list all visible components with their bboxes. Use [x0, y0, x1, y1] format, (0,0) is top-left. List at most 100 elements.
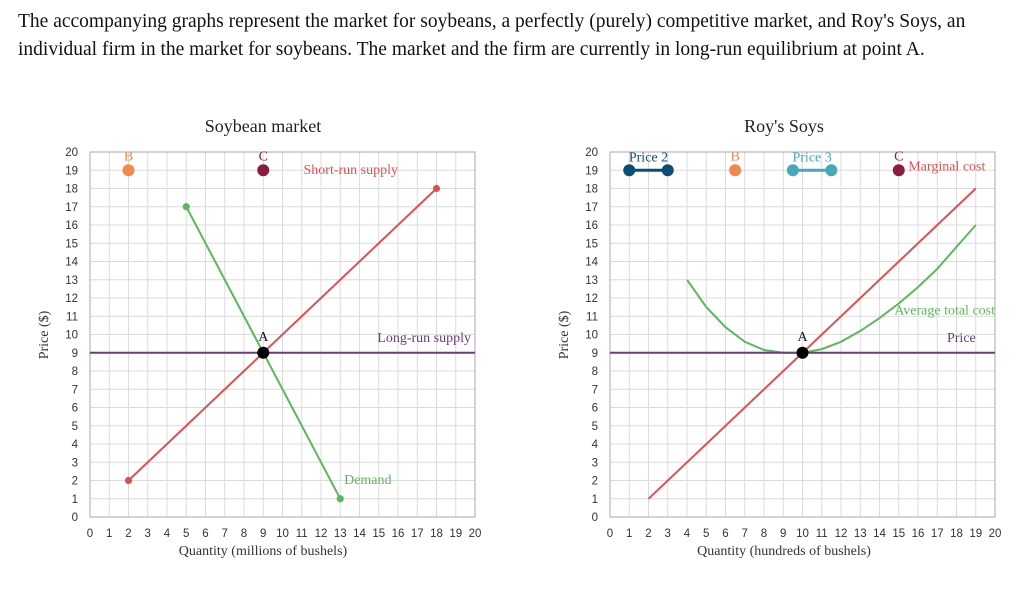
- x-tick-label: 19: [969, 528, 982, 540]
- plot-frame: [89, 151, 476, 518]
- y-tick-label: 15: [585, 238, 598, 250]
- segment-endpoint: [661, 164, 674, 177]
- y-tick-label: 9: [72, 348, 78, 360]
- x-tick-label: 6: [202, 528, 208, 540]
- y-tick-label: 14: [585, 257, 598, 269]
- y-tick-label: 17: [585, 202, 598, 214]
- point-label: C: [259, 149, 268, 164]
- y-tick-label: 7: [592, 384, 598, 396]
- x-tick-label: 1: [106, 528, 112, 540]
- x-tick-label: 0: [87, 528, 93, 540]
- point-label: B: [124, 149, 133, 164]
- x-tick-label: 14: [873, 528, 886, 540]
- y-tick-label: 20: [585, 147, 598, 159]
- y-tick-label: 3: [592, 457, 598, 469]
- y-tick-label: 8: [72, 366, 78, 378]
- y-tick-label: 13: [65, 275, 78, 287]
- y-tick-label: 4: [592, 439, 599, 451]
- x-tick-label: 7: [222, 528, 228, 540]
- y-tick-label: 2: [72, 476, 78, 488]
- x-tick-label: 4: [164, 528, 171, 540]
- x-tick-label: 10: [796, 528, 809, 540]
- series-label: Short-run supply: [304, 163, 399, 178]
- x-tick-label: 11: [296, 528, 308, 540]
- x-tick-label: 18: [950, 528, 963, 540]
- y-tick-label: 17: [65, 202, 78, 214]
- marginal-cost-line: [647, 187, 977, 500]
- series-label: Price: [947, 331, 976, 346]
- point-c-marker: [892, 164, 905, 177]
- y-tick-label: 2: [592, 476, 598, 488]
- x-tick-label: 12: [835, 528, 848, 540]
- x-tick-label: 13: [334, 528, 347, 540]
- point-c-marker: [257, 164, 270, 177]
- y-tick-label: 6: [592, 403, 598, 415]
- y-tick-label: 3: [72, 457, 78, 469]
- y-tick-label: 14: [65, 257, 78, 269]
- endpoint-marker: [336, 495, 344, 503]
- x-tick-label: 17: [931, 528, 944, 540]
- y-tick-label: 20: [65, 147, 78, 159]
- y-tick-label: 11: [586, 311, 598, 323]
- x-axis-label: Quantity (hundreds of bushels): [697, 544, 871, 559]
- point-label: A: [797, 330, 808, 345]
- point-label: B: [730, 149, 739, 164]
- y-tick-label: 11: [66, 311, 78, 323]
- point-a-marker: [257, 346, 270, 359]
- y-axis-label: Price ($): [557, 310, 572, 359]
- x-tick-label: 10: [276, 528, 289, 540]
- series-label: Demand: [344, 473, 391, 488]
- y-tick-label: 4: [72, 439, 79, 451]
- y-tick-label: 1: [592, 494, 598, 506]
- x-tick-label: 16: [912, 528, 925, 540]
- x-tick-label: 13: [854, 528, 867, 540]
- y-tick-label: 18: [585, 184, 598, 196]
- y-tick-label: 1: [72, 494, 78, 506]
- chart-title: Soybean market: [205, 116, 321, 136]
- segment-endpoint: [825, 164, 838, 177]
- chart-title: Roy's Soys: [744, 116, 824, 136]
- x-tick-label: 2: [125, 528, 131, 540]
- segment-label: Price 2: [629, 150, 668, 165]
- x-tick-label: 17: [411, 528, 424, 540]
- soybean-market-chart: Soybean market Quantity (millions of bus…: [37, 116, 481, 559]
- endpoint-marker: [124, 476, 133, 485]
- series-label: Long-run supply: [377, 331, 471, 346]
- point-label: A: [258, 330, 269, 345]
- x-tick-label: 6: [722, 528, 728, 540]
- y-tick-label: 0: [592, 512, 598, 524]
- x-tick-label: 3: [145, 528, 151, 540]
- x-tick-label: 9: [780, 528, 786, 540]
- y-tick-label: 15: [65, 238, 78, 250]
- x-tick-label: 18: [430, 528, 443, 540]
- x-tick-label: 11: [816, 528, 828, 540]
- roys-soys-chart: Roy's Soys Quantity (hundreds of bushels…: [557, 116, 1001, 559]
- series-label: Average total cost: [894, 303, 995, 318]
- x-tick-label: 1: [626, 528, 632, 540]
- y-tick-label: 9: [592, 348, 598, 360]
- x-tick-label: 3: [665, 528, 671, 540]
- y-tick-label: 0: [72, 512, 78, 524]
- x-tick-label: 20: [989, 528, 1002, 540]
- endpoint-marker: [182, 203, 190, 211]
- y-tick-label: 8: [592, 366, 598, 378]
- x-tick-label: 7: [742, 528, 748, 540]
- x-tick-label: 16: [392, 528, 405, 540]
- y-tick-label: 12: [585, 293, 598, 305]
- segment-endpoint: [786, 164, 799, 177]
- y-tick-label: 12: [65, 293, 78, 305]
- x-tick-label: 5: [703, 528, 709, 540]
- point-label: C: [894, 149, 903, 164]
- point-b-marker: [122, 164, 135, 177]
- endpoint-marker: [432, 184, 441, 193]
- y-tick-label: 16: [585, 220, 598, 232]
- x-tick-label: 4: [684, 528, 691, 540]
- point-a-marker: [796, 346, 809, 359]
- series-label: Marginal cost: [908, 159, 985, 174]
- y-tick-label: 10: [585, 330, 598, 342]
- x-tick-label: 2: [645, 528, 651, 540]
- y-tick-label: 7: [72, 384, 78, 396]
- x-tick-label: 12: [315, 528, 328, 540]
- x-tick-label: 8: [241, 528, 247, 540]
